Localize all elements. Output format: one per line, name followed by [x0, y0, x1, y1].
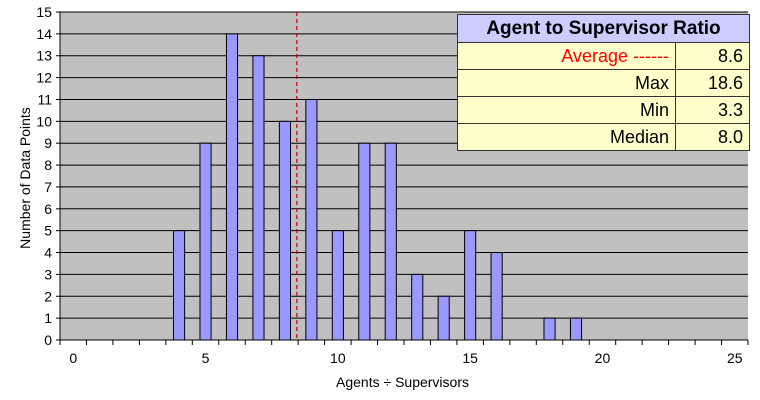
- stats-label: Average ------: [457, 42, 676, 70]
- y-tick-label: 15: [36, 4, 52, 20]
- y-tick-label: 14: [36, 26, 52, 42]
- bar: [543, 317, 556, 341]
- y-tick-label: 12: [36, 70, 52, 86]
- stats-value: 3.3: [675, 96, 750, 124]
- stats-row-min: Min 3.3: [457, 96, 750, 124]
- y-tick-label: 3: [44, 266, 52, 282]
- x-tick-label: 25: [727, 350, 743, 366]
- bar: [173, 230, 186, 341]
- bar: [384, 142, 397, 341]
- bar: [252, 55, 265, 341]
- stats-label: Median: [457, 123, 676, 151]
- y-tick-label: 8: [44, 157, 52, 173]
- y-tick-label: 2: [44, 288, 52, 304]
- stats-value: 18.6: [675, 69, 750, 97]
- y-tick-label: 7: [44, 179, 52, 195]
- y-tick-label: 10: [36, 113, 52, 129]
- bar: [464, 230, 477, 341]
- y-tick-label: 9: [44, 135, 52, 151]
- y-tick-label: 11: [37, 91, 52, 107]
- bar: [358, 142, 371, 341]
- y-tick-label: 1: [44, 310, 52, 326]
- y-axis-label: Number of Data Points: [17, 107, 33, 249]
- stats-table: Agent to Supervisor Ratio Average ------…: [457, 14, 750, 151]
- x-tick-label: 15: [462, 350, 478, 366]
- stats-row-average: Average ------ 8.6: [457, 42, 750, 70]
- bar: [490, 252, 503, 341]
- y-tick-label: 0: [44, 332, 52, 348]
- stats-row-max: Max 18.6: [457, 69, 750, 97]
- x-tick-label: 20: [595, 350, 611, 366]
- bar: [331, 230, 344, 341]
- stats-row-median: Median 8.0: [457, 123, 750, 151]
- stats-value: 8.6: [675, 42, 750, 70]
- x-axis-label: Agents ÷ Supervisors: [336, 374, 469, 390]
- bar: [305, 98, 318, 341]
- stats-value: 8.0: [675, 123, 750, 151]
- y-tick-label: 6: [44, 201, 52, 217]
- y-tick-label: 13: [36, 48, 52, 64]
- bar: [569, 317, 583, 341]
- bar: [199, 142, 212, 341]
- x-tick-label: 5: [202, 350, 210, 366]
- bar: [278, 120, 291, 341]
- stats-label: Max: [457, 69, 676, 97]
- y-tick-label: 4: [44, 245, 52, 261]
- x-tick-label: 10: [330, 350, 346, 366]
- stats-table-title: Agent to Supervisor Ratio: [457, 14, 750, 43]
- stats-label: Min: [457, 96, 676, 124]
- bar: [411, 273, 424, 341]
- y-tick-label: 5: [44, 223, 52, 239]
- bar: [225, 33, 239, 341]
- bar: [437, 295, 450, 341]
- x-tick-label: 0: [69, 350, 77, 366]
